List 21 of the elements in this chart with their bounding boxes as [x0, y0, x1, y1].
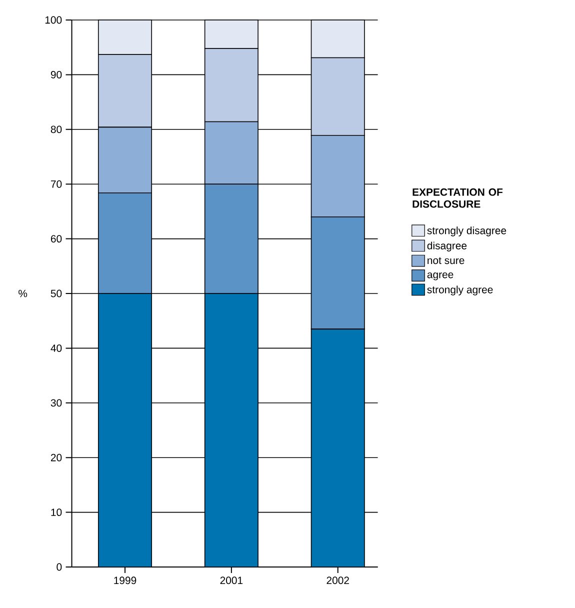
legend-label: not sure	[428, 257, 464, 264]
y-tick-label: 80	[50, 126, 62, 134]
x-tick-label: 2001	[220, 576, 243, 584]
x-tick-label: 1999	[114, 576, 136, 584]
y-tick-label: 20	[50, 454, 62, 462]
y-tick-label: 40	[50, 344, 62, 352]
y-axis-title: %	[18, 290, 28, 298]
y-tick-label: 10	[51, 508, 62, 516]
x-tick-label: 2002	[326, 576, 349, 584]
legend-label: strongly agree	[427, 286, 493, 296]
y-tick-label: 30	[50, 399, 62, 407]
legend-label: disagree	[427, 242, 467, 252]
legend-label: agree	[427, 272, 454, 280]
legend-title: EXPECTATION OF DISCLOSURE	[412, 188, 503, 208]
y-tick-label: 60	[50, 235, 62, 242]
y-tick-label: 50	[50, 290, 62, 298]
y-tick-label: 100	[45, 16, 62, 24]
y-tick-label: 70	[50, 180, 62, 188]
y-tick-label: 0	[56, 563, 62, 571]
y-tick-label: 90	[50, 70, 62, 78]
legend-label: strongly disagree	[427, 226, 506, 236]
